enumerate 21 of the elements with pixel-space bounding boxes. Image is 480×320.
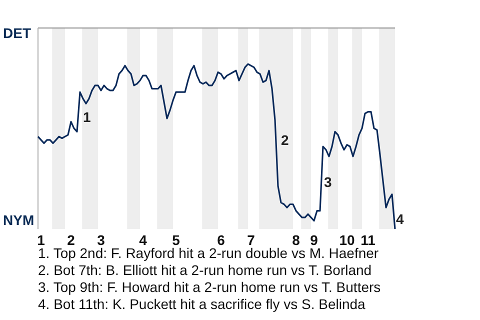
annotation: 2 xyxy=(281,132,289,148)
x-tick-label: 11 xyxy=(360,232,376,248)
x-tick-label: 4 xyxy=(139,232,148,248)
annotation: 4 xyxy=(396,211,404,227)
x-tick-label: 8 xyxy=(292,232,300,248)
annotation: 3 xyxy=(324,174,332,190)
text: 3. Top 9th: F. Howard hit a 2-run home run vs T. Butters xyxy=(38,279,381,295)
x-tick-label: 10 xyxy=(339,232,355,248)
text: 4. Bot 11th: K. Puckett hit a sacrifice fly vs S. Belinda xyxy=(38,296,366,312)
x-tick-label: 6 xyxy=(217,232,226,248)
x-tick-label: 9 xyxy=(310,232,318,248)
text: 2. Bot 7th: B. Elliott hit a 2-run home run vs T. Borland xyxy=(38,262,372,278)
text: 1. Top 2nd: F. Rayford hit a 2-run double vs M. Haefner xyxy=(38,245,379,261)
text: DET xyxy=(3,25,32,41)
text: NYM xyxy=(3,212,34,228)
x-tick-label: 3 xyxy=(97,232,106,248)
x-tick-label: 1 xyxy=(37,232,46,248)
annotation: 1 xyxy=(83,109,91,125)
x-tick-label: 7 xyxy=(247,232,256,248)
x-tick-label: 5 xyxy=(172,232,180,248)
x-tick-label: 2 xyxy=(67,232,76,248)
